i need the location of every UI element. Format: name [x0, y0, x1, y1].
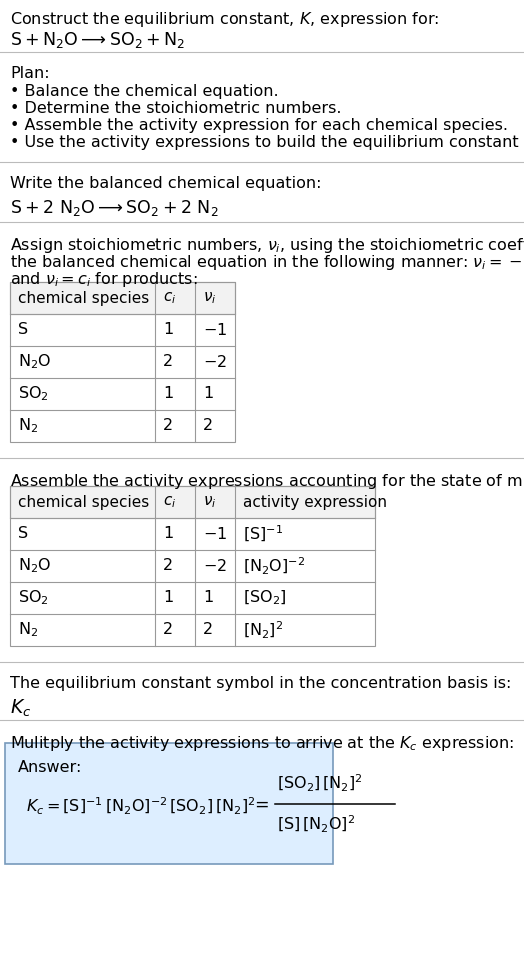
Bar [10, 486, 375, 646]
Text: • Determine the stoichiometric numbers.: • Determine the stoichiometric numbers. [10, 101, 342, 116]
Text: $\nu_i$: $\nu_i$ [203, 494, 216, 510]
Text: activity expression: activity expression [243, 495, 387, 509]
Text: $[\mathrm{N_2O}]^{-2}$: $[\mathrm{N_2O}]^{-2}$ [243, 555, 305, 576]
Text: $\mathrm{N_2O}$: $\mathrm{N_2O}$ [18, 556, 51, 575]
Text: 2: 2 [163, 355, 173, 369]
Text: 1: 1 [203, 591, 213, 605]
Text: $=$: $=$ [251, 795, 269, 813]
Text: $[\mathrm{S}]\,[\mathrm{N_2O}]^2$: $[\mathrm{S}]\,[\mathrm{N_2O}]^2$ [277, 814, 355, 835]
Text: $\mathrm{S + N_2O \longrightarrow SO_2 + N_2}$: $\mathrm{S + N_2O \longrightarrow SO_2 +… [10, 30, 185, 50]
Text: $\mathrm{N_2}$: $\mathrm{N_2}$ [18, 620, 38, 640]
Text: chemical species: chemical species [18, 495, 149, 509]
Text: $[\mathrm{S}]^{-1}$: $[\mathrm{S}]^{-1}$ [243, 524, 283, 544]
Text: $-1$: $-1$ [203, 322, 227, 338]
Text: $c_i$: $c_i$ [163, 494, 176, 510]
Text: $[\mathrm{SO_2}]\,[\mathrm{N_2}]^2$: $[\mathrm{SO_2}]\,[\mathrm{N_2}]^2$ [277, 773, 363, 794]
Text: $\mathrm{SO_2}$: $\mathrm{SO_2}$ [18, 385, 49, 404]
Text: and $\nu_i = c_i$ for products:: and $\nu_i = c_i$ for products: [10, 270, 198, 289]
Text: 2: 2 [203, 418, 213, 433]
Text: 1: 1 [203, 386, 213, 402]
Text: 2: 2 [203, 622, 213, 638]
Bar [10, 486, 375, 518]
Text: $\mathrm{SO_2}$: $\mathrm{SO_2}$ [18, 589, 49, 607]
Text: the balanced chemical equation in the following manner: $\nu_i = -c_i$ for react: the balanced chemical equation in the fo… [10, 253, 524, 272]
Text: S: S [18, 322, 28, 338]
Text: $\mathrm{N_2}$: $\mathrm{N_2}$ [18, 416, 38, 435]
Text: S: S [18, 526, 28, 542]
Text: 2: 2 [163, 418, 173, 433]
Text: 1: 1 [163, 591, 173, 605]
Text: 1: 1 [163, 322, 173, 338]
Text: $\mathrm{S + 2\ N_2O \longrightarrow SO_2 + 2\ N_2}$: $\mathrm{S + 2\ N_2O \longrightarrow SO_… [10, 198, 219, 218]
Text: Answer:: Answer: [18, 760, 82, 775]
Bar [10, 282, 235, 442]
Text: $[\mathrm{SO_2}]$: $[\mathrm{SO_2}]$ [243, 589, 287, 607]
Text: Assemble the activity expressions accounting for the state of matter and $\nu_i$: Assemble the activity expressions accoun… [10, 472, 524, 491]
Text: • Assemble the activity expression for each chemical species.: • Assemble the activity expression for e… [10, 118, 508, 133]
Text: Assign stoichiometric numbers, $\nu_i$, using the stoichiometric coefficients, $: Assign stoichiometric numbers, $\nu_i$, … [10, 236, 524, 255]
Text: • Balance the chemical equation.: • Balance the chemical equation. [10, 84, 279, 99]
Text: $\nu_i$: $\nu_i$ [203, 291, 216, 306]
Text: $K_c = [\mathrm{S}]^{-1}\,[\mathrm{N_2O}]^{-2}\,[\mathrm{SO_2}]\,[\mathrm{N_2}]^: $K_c = [\mathrm{S}]^{-1}\,[\mathrm{N_2O}… [26, 796, 256, 817]
Text: Plan:: Plan: [10, 66, 50, 81]
FancyBboxPatch shape [5, 743, 333, 864]
Text: Mulitply the activity expressions to arrive at the $K_c$ expression:: Mulitply the activity expressions to arr… [10, 734, 514, 753]
Text: 1: 1 [163, 386, 173, 402]
Text: $[\mathrm{N_2}]^2$: $[\mathrm{N_2}]^2$ [243, 620, 283, 641]
Text: $-2$: $-2$ [203, 558, 227, 574]
Text: $K_c$: $K_c$ [10, 698, 31, 719]
Text: $c_i$: $c_i$ [163, 291, 176, 306]
Text: 2: 2 [163, 558, 173, 573]
Text: Write the balanced chemical equation:: Write the balanced chemical equation: [10, 176, 322, 191]
Text: $-1$: $-1$ [203, 526, 227, 542]
Text: 2: 2 [163, 622, 173, 638]
Text: • Use the activity expressions to build the equilibrium constant expression.: • Use the activity expressions to build … [10, 135, 524, 150]
Text: $-2$: $-2$ [203, 354, 227, 370]
Text: $\mathrm{N_2O}$: $\mathrm{N_2O}$ [18, 353, 51, 371]
Text: The equilibrium constant symbol in the concentration basis is:: The equilibrium constant symbol in the c… [10, 676, 511, 691]
Text: 1: 1 [163, 526, 173, 542]
Text: Construct the equilibrium constant, $K$, expression for:: Construct the equilibrium constant, $K$,… [10, 10, 439, 29]
Bar [10, 282, 235, 314]
Text: chemical species: chemical species [18, 291, 149, 306]
